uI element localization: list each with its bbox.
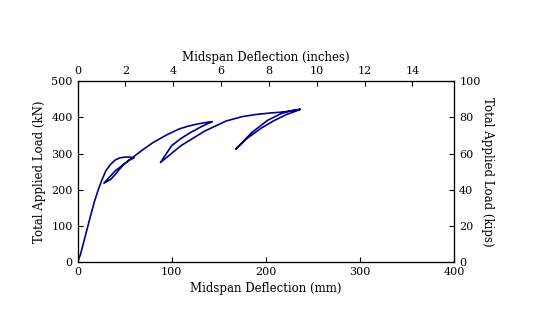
Y-axis label: Total Applied Load (kN): Total Applied Load (kN) bbox=[33, 100, 46, 243]
X-axis label: Midspan Deflection (inches): Midspan Deflection (inches) bbox=[182, 51, 350, 64]
Y-axis label: Total Applied Load (kips): Total Applied Load (kips) bbox=[481, 97, 494, 246]
X-axis label: Midspan Deflection (mm): Midspan Deflection (mm) bbox=[190, 282, 342, 295]
